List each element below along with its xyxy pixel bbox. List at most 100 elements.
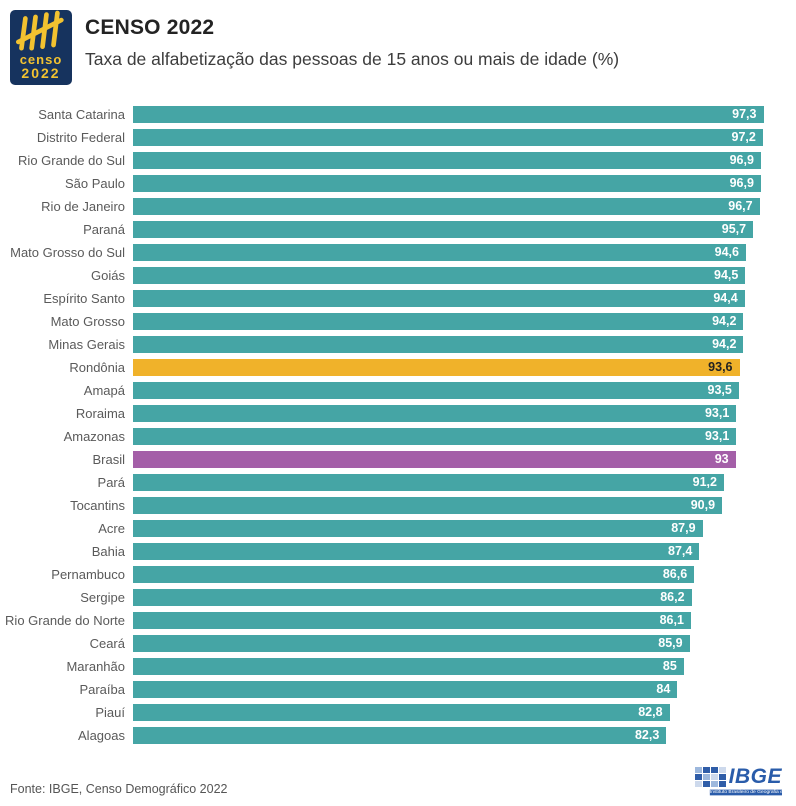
bar-row: Paraíba 84 [0,681,781,698]
source-note: Fonte: IBGE, Censo Demográfico 2022 [10,782,228,796]
ibge-logo-word: IBGE [728,765,782,788]
bar-track: 87,4 [133,543,781,560]
value-label: 97,3 [732,107,757,121]
bar-row: Espírito Santo 94,4 [0,290,781,307]
bar-track: 94,2 [133,313,781,330]
category-label: Brasil [92,452,125,467]
bar-track: 97,3 [133,106,781,123]
category-label: Pernambuco [51,567,125,582]
bar-row: São Paulo 96,9 [0,175,781,192]
bar-default: 86,6 [133,566,695,583]
bar-track: 84 [133,681,781,698]
bar-default: 86,1 [133,612,691,629]
bar-track: 96,7 [133,198,781,215]
bar-track: 94,6 [133,244,781,261]
bar-default: 82,8 [133,704,670,721]
value-label: 93,1 [704,429,730,443]
bar-track: 96,9 [133,152,781,169]
bar-default: 90,9 [133,497,723,514]
category-label: Goiás [91,268,125,283]
bar-default: 86,2 [133,589,692,606]
value-label: 94,6 [714,245,739,259]
ibge-logo-tagline-bar: Instituto Brasileiro de Geografia e Esta… [709,789,782,796]
category-label: Rio Grande do Norte [5,613,125,628]
category-label: Minas Gerais [48,337,125,352]
bar-default: 85,9 [133,635,690,652]
bar-row: Rio Grande do Sul 96,9 [0,152,781,169]
bar-track: 93,6 [133,359,781,376]
category-label: Alagoas [78,728,125,743]
bar-track: 95,7 [133,221,781,238]
category-label: Pará [97,475,125,490]
value-label: 86,1 [659,613,684,627]
category-label: Paraná [83,222,125,237]
category-label: São Paulo [65,176,125,191]
category-label: Santa Catarina [38,107,125,122]
value-label: 87,4 [668,544,693,558]
bar-default: 93,1 [133,405,737,422]
bar-row: Roraima 93,1 [0,405,781,422]
bar-rondonia: 93,6 [133,359,740,376]
value-label: 93,6 [708,360,733,374]
value-label: 82,8 [638,705,663,719]
bar-row: Sergipe 86,2 [0,589,781,606]
bar-row: Mato Grosso 94,2 [0,313,781,330]
category-label: Bahia [91,544,125,559]
bar-default: 93,5 [133,382,739,399]
bar-default: 94,5 [133,267,746,284]
footer: Fonte: IBGE, Censo Demográfico 2022 IBGE… [0,760,796,806]
bar-row: Amapá 93,5 [0,382,781,399]
bar-row: Tocantins 90,9 [0,497,781,514]
value-label: 94,2 [712,337,737,351]
value-label: 90,9 [690,498,716,512]
bar-default: 96,9 [133,152,761,169]
bar-track: 91,2 [133,474,781,491]
bar-track: 85 [133,658,781,675]
value-label: 93,1 [704,406,730,420]
bar-default: 94,2 [133,313,744,330]
bar-default: 84 [133,681,678,698]
category-label: Rio de Janeiro [41,199,125,214]
censo-2022-logo: censo 2022 [10,10,72,85]
value-label: 86,2 [660,590,685,604]
bar-row: Mato Grosso do Sul 94,6 [0,244,781,261]
bar-track: 87,9 [133,520,781,537]
censo-logo-year: 2022 [21,65,61,81]
title-block: CENSO 2022 Taxa de alfabetização das pes… [85,10,619,70]
category-label: Sergipe [80,590,125,605]
page-title: CENSO 2022 [85,16,215,39]
category-label: Piauí [95,705,125,720]
bar-row: Rio de Janeiro 96,7 [0,198,781,215]
bar-default: 94,6 [133,244,746,261]
bar-row: Alagoas 82,3 [0,727,781,744]
bar-default: 87,4 [133,543,700,560]
bar-row: Paraná 95,7 [0,221,781,238]
bar-track: 86,6 [133,566,781,583]
bar-default: 87,9 [133,520,703,537]
value-label: 94,4 [713,291,738,305]
value-label: 94,5 [714,268,739,282]
bar-row: Pará 91,2 [0,474,781,491]
bar-brasil: 93 [133,451,736,468]
category-label: Roraima [75,406,125,421]
category-label: Mato Grosso do Sul [10,245,125,260]
bar-default: 97,2 [133,129,763,146]
value-label: 82,3 [634,728,660,742]
value-label: 96,7 [728,199,753,213]
bar-row: Rondônia 93,6 [0,359,781,376]
bar-default: 97,3 [133,106,764,123]
ibge-mosaic-icon [694,766,726,787]
value-label: 97,2 [731,130,756,144]
value-label: 87,9 [671,521,696,535]
value-label: 96,9 [729,153,754,167]
bar-row: Acre 87,9 [0,520,781,537]
value-label: 91,2 [692,475,717,489]
category-label: Amazonas [63,429,125,444]
bar-row: Ceará 85,9 [0,635,781,652]
bar-track: 93 [133,451,781,468]
censo-logo-word: censo [19,52,63,67]
category-label: Rio Grande do Sul [18,153,125,168]
bar-track: 97,2 [133,129,781,146]
bar-track: 94,5 [133,267,781,284]
tally-marks-icon [16,10,66,53]
